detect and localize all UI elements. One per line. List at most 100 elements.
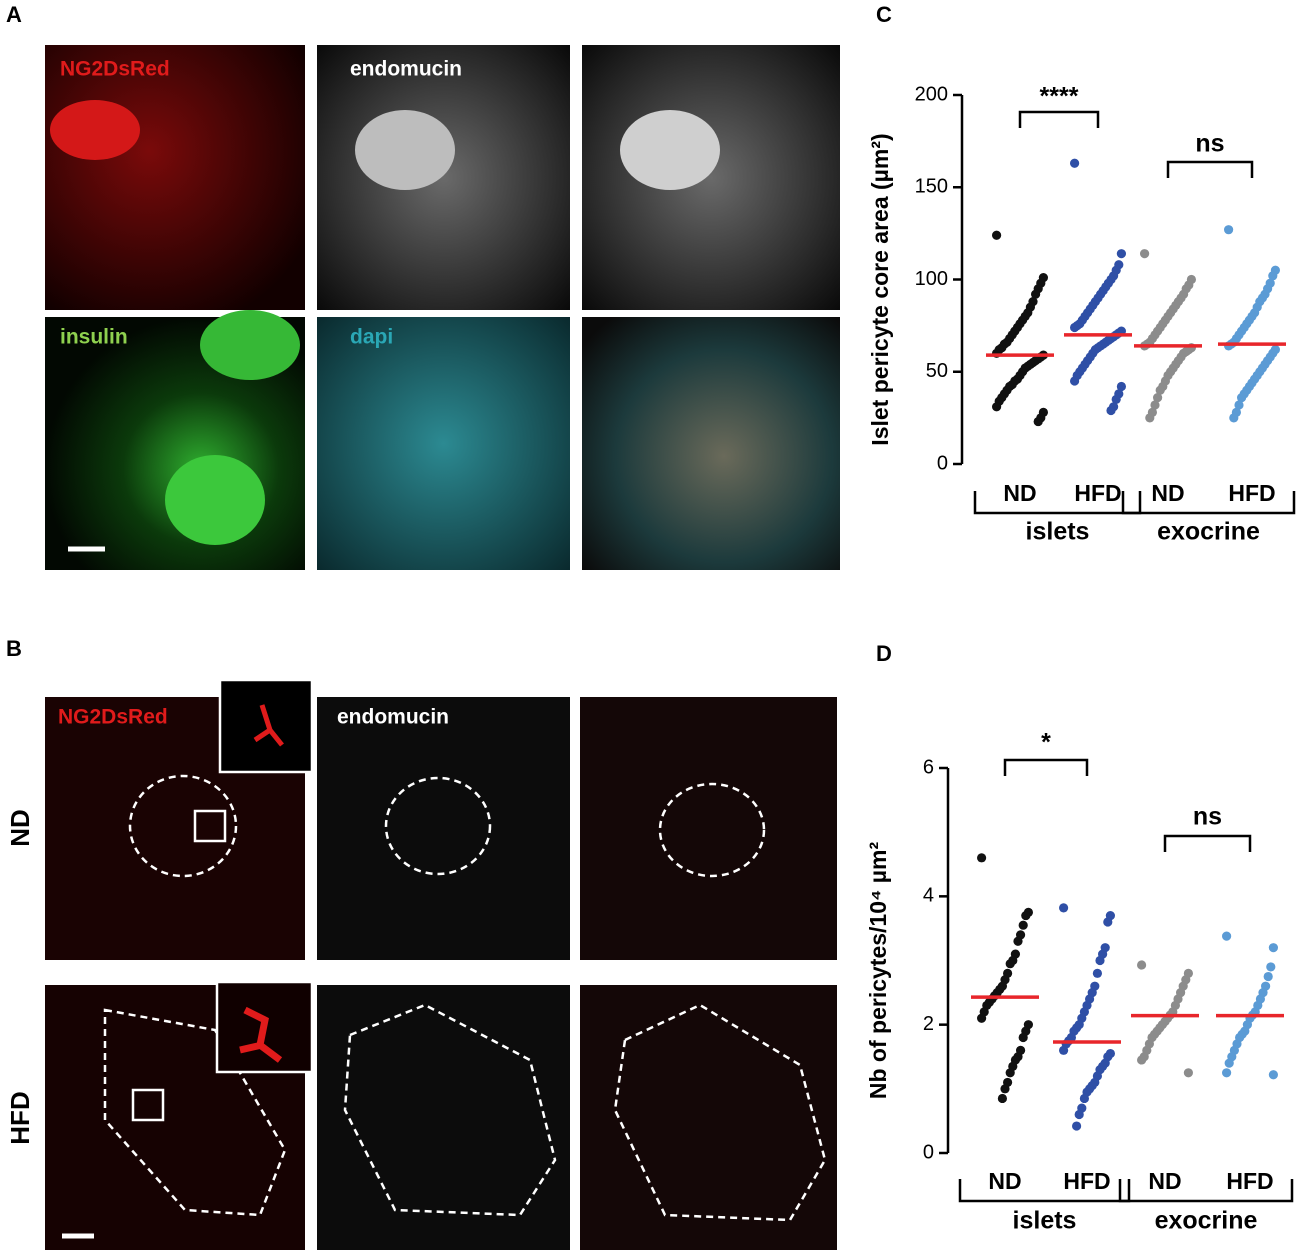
data-point [1018,1032,1028,1043]
significance-bracket [1166,160,1254,178]
data-point [1033,416,1043,427]
data-point [1070,376,1080,386]
y-tick-label: 150 [915,176,948,198]
islet-outline [103,1008,287,1217]
group-bracket [973,491,1142,515]
data-point [1234,400,1244,410]
data-point [1266,962,1276,972]
y-tick-label: 100 [915,268,948,290]
data-point [992,402,1002,412]
data-point [1137,960,1147,970]
data-point [1095,955,1105,966]
y-tick-label: 4 [923,885,934,907]
significance-label: ns [1193,803,1222,831]
data-point [1070,322,1080,333]
x-tick-label: HFD [1228,480,1275,506]
data-point [977,853,987,863]
panel-label: B [6,636,22,661]
micrograph [580,697,837,960]
data-point [1072,1121,1082,1131]
stain-label: dapi [350,326,393,349]
panel-label: D [876,641,892,666]
row-label: HFD [5,1091,35,1144]
cell-shape [165,455,265,545]
micrograph [317,317,570,570]
data-point [1059,1045,1069,1055]
data-point [1222,931,1232,941]
inset [218,678,314,774]
data-point [1237,392,1247,403]
stain-label: NG2DsRed [58,706,168,729]
micrograph [317,45,570,310]
micrograph [317,697,570,960]
group-label: islets [1013,1207,1077,1235]
data-point [1263,971,1273,982]
data-point [1224,225,1234,235]
data-point [1268,271,1278,281]
data-point [1079,1093,1089,1104]
cell-shape [200,310,300,380]
x-tick-label: HFD [1226,1168,1273,1194]
significance-label: * [1041,729,1051,757]
panel-label: C [876,2,892,27]
data-point [1021,910,1031,921]
data-point [1013,936,1023,946]
x-tick-label: ND [1003,480,1036,506]
data-point [1229,413,1239,423]
x-tick-label: ND [1151,480,1184,506]
islet-outline [343,1003,557,1217]
data-point [1018,920,1028,930]
stain-label: NG2DsRed [60,58,170,81]
stain-label: endomucin [337,706,449,729]
micrograph [317,985,570,1250]
panel-b: B NG2DsRed endomucin ND HFD [5,636,837,1250]
y-tick-label: 2 [923,1013,934,1035]
data-point [1106,405,1116,416]
significance-label: **** [1040,83,1079,111]
x-tick-label: HFD [1074,480,1121,506]
data-point [1070,158,1080,168]
islet-outline [384,776,492,876]
cell-shape [620,110,720,190]
significance-label: ns [1195,130,1224,158]
group-bracket [958,1179,1131,1203]
y-tick-label: 6 [923,756,934,778]
data-point [1145,413,1155,423]
x-tick-label: ND [988,1168,1021,1194]
row-label: ND [5,809,35,847]
micrograph [582,45,840,310]
group-label: islets [1026,518,1090,546]
inset-cell [239,1006,283,1063]
islet-outline [128,774,238,878]
panel-label: A [6,2,22,27]
data-point [1092,968,1102,978]
y-axis-label: Nb of pericytes/10⁴ µm² [865,842,891,1100]
group-label: exocrine [1157,518,1260,546]
data-point [1111,394,1121,405]
data-point [1074,1109,1084,1120]
y-tick-label: 0 [923,1141,934,1163]
data-point [1150,400,1160,410]
data-point [1137,1055,1147,1065]
data-point [1000,1084,1010,1094]
group-label: exocrine [1155,1207,1258,1235]
data-point [1005,959,1015,969]
islet-outline [658,782,766,878]
data-point [1222,1068,1232,1078]
stain-label: insulin [60,326,128,349]
panel-a: A NG2DsRed endomucin insulin dapi [6,2,840,570]
micrograph [582,317,840,570]
data-point [1059,903,1069,913]
data-point [977,1013,987,1023]
inset-cell [253,704,284,747]
y-tick-label: 0 [937,452,948,474]
x-tick-label: HFD [1063,1168,1110,1194]
data-point [1268,1070,1278,1080]
y-tick-label: 200 [915,83,948,105]
data-point [997,1093,1008,1104]
cell-shape [50,100,140,160]
inset-box [131,1088,165,1122]
islet-outline [613,1003,827,1222]
cell-shape [355,110,455,190]
